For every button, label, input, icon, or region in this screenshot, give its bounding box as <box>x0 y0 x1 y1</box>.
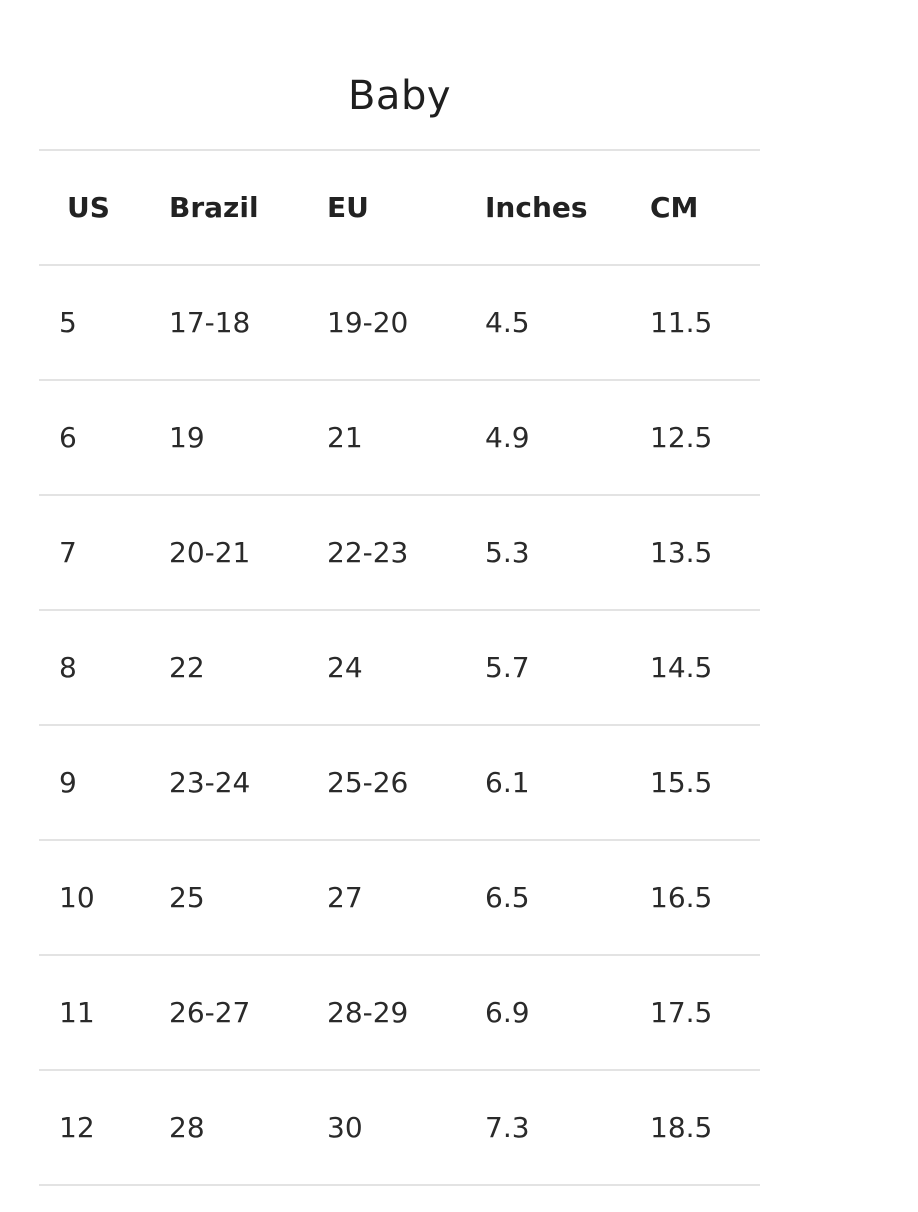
cell-inches: 4.9 <box>485 379 650 495</box>
cell-cm: 18.5 <box>650 1069 760 1186</box>
cell-inches: 5.3 <box>485 494 650 610</box>
cell-inches: 6.9 <box>485 954 650 1070</box>
cell-us: 7 <box>39 494 169 610</box>
header-inches: Inches <box>485 149 650 265</box>
page-title: Baby <box>347 73 451 119</box>
table-row: 9 23-24 25-26 6.1 15.5 <box>39 724 760 840</box>
cell-cm: 16.5 <box>650 839 760 955</box>
cell-us: 10 <box>39 839 169 955</box>
cell-us: 8 <box>39 609 169 725</box>
cell-brazil: 25 <box>169 839 327 955</box>
cell-brazil: 22 <box>169 609 327 725</box>
cell-us: 11 <box>39 954 169 1070</box>
cell-inches: 7.3 <box>485 1069 650 1186</box>
header-cm: CM <box>650 149 760 265</box>
table-row: 6 19 21 4.9 12.5 <box>39 379 760 495</box>
header-brazil: Brazil <box>169 149 327 265</box>
table-row: 7 20-21 22-23 5.3 13.5 <box>39 494 760 610</box>
cell-brazil: 26-27 <box>169 954 327 1070</box>
table-row: 12 28 30 7.3 18.5 <box>39 1069 760 1186</box>
cell-eu: 28-29 <box>327 954 485 1070</box>
size-chart-table: US Brazil EU Inches CM 5 17-18 19-20 4.5… <box>39 149 760 1186</box>
cell-eu: 22-23 <box>327 494 485 610</box>
cell-inches: 4.5 <box>485 264 650 380</box>
cell-brazil: 20-21 <box>169 494 327 610</box>
table-row: 8 22 24 5.7 14.5 <box>39 609 760 725</box>
cell-brazil: 17-18 <box>169 264 327 380</box>
cell-eu: 27 <box>327 839 485 955</box>
header-eu: EU <box>327 149 485 265</box>
cell-cm: 14.5 <box>650 609 760 725</box>
cell-eu: 19-20 <box>327 264 485 380</box>
cell-eu: 21 <box>327 379 485 495</box>
cell-brazil: 28 <box>169 1069 327 1186</box>
table-row: 5 17-18 19-20 4.5 11.5 <box>39 264 760 380</box>
cell-us: 5 <box>39 264 169 380</box>
cell-eu: 30 <box>327 1069 485 1186</box>
table-header-row: US Brazil EU Inches CM <box>39 149 760 265</box>
cell-us: 9 <box>39 724 169 840</box>
cell-us: 6 <box>39 379 169 495</box>
cell-inches: 6.5 <box>485 839 650 955</box>
cell-eu: 25-26 <box>327 724 485 840</box>
cell-inches: 6.1 <box>485 724 650 840</box>
cell-cm: 15.5 <box>650 724 760 840</box>
cell-brazil: 19 <box>169 379 327 495</box>
cell-brazil: 23-24 <box>169 724 327 840</box>
table-row: 11 26-27 28-29 6.9 17.5 <box>39 954 760 1070</box>
cell-eu: 24 <box>327 609 485 725</box>
cell-cm: 13.5 <box>650 494 760 610</box>
cell-cm: 12.5 <box>650 379 760 495</box>
cell-inches: 5.7 <box>485 609 650 725</box>
cell-cm: 17.5 <box>650 954 760 1070</box>
header-us: US <box>39 149 169 265</box>
cell-us: 12 <box>39 1069 169 1186</box>
cell-cm: 11.5 <box>650 264 760 380</box>
table-row: 10 25 27 6.5 16.5 <box>39 839 760 955</box>
